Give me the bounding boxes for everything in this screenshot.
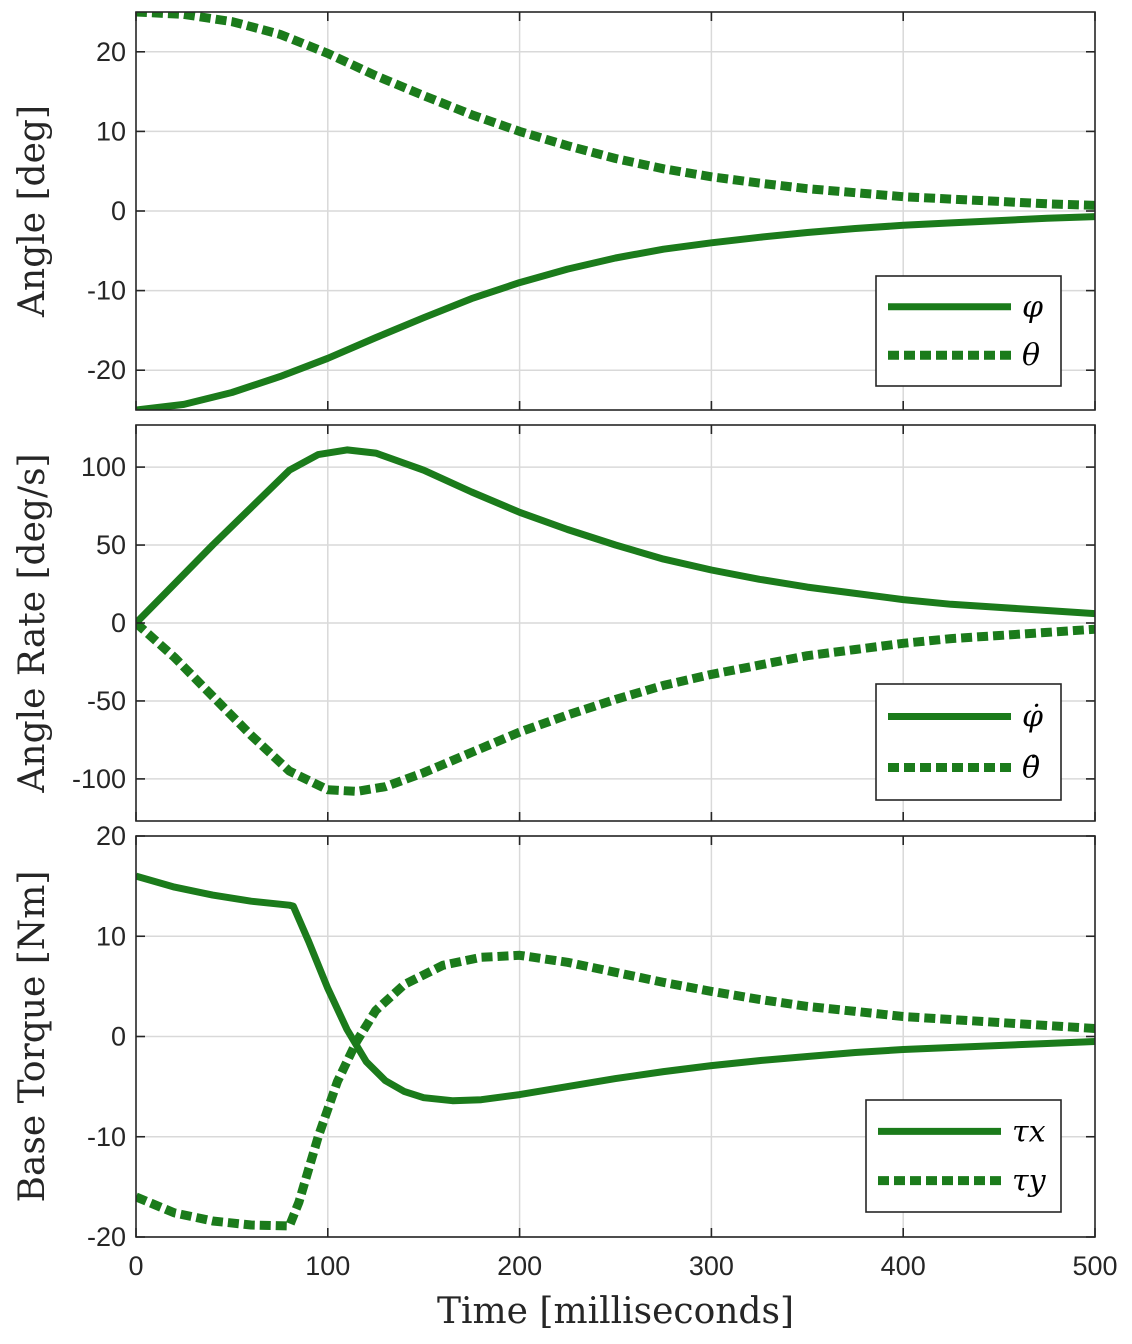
- y-tick-label: 10: [96, 921, 126, 951]
- x-tick-label: 400: [881, 1251, 926, 1281]
- y-tick-label: 0: [111, 196, 126, 226]
- series-line-solid: [136, 446, 1095, 626]
- y-tick-label: 20: [96, 37, 126, 67]
- y-tick-label: -10: [87, 276, 126, 306]
- y-axis-title: Angle [deg]: [12, 105, 53, 318]
- y-tick-label: 100: [81, 452, 126, 482]
- x-axis-title: Time [milliseconds]: [437, 1291, 794, 1332]
- series-line-solid: [136, 213, 1095, 410]
- legend-label: φ: [1022, 290, 1043, 325]
- y-tick-label: -100: [72, 764, 126, 794]
- y-tick-label: 20: [96, 821, 126, 851]
- series-line-dotted: [136, 619, 1095, 796]
- y-tick-label: 0: [111, 608, 126, 638]
- x-tick-label: 100: [305, 1251, 350, 1281]
- legend-box: [865, 1099, 1062, 1213]
- series-line-dotted: [136, 950, 1095, 1231]
- y-tick-label: -20: [87, 1222, 126, 1252]
- y-axis-title: Base Torque [Nm]: [12, 871, 53, 1203]
- panel-2: -100 -50 0 50 100 Angle Rate [deg/s] φ̇ θ̇: [12, 424, 1096, 822]
- legend-label: φ̇: [1022, 699, 1043, 734]
- legend-label: θ: [1022, 338, 1040, 373]
- panel-1: -20 -10 0 10 20 Angle [deg] φθ: [12, 11, 1096, 411]
- y-tick-label: 50: [96, 530, 126, 560]
- legend-box: [875, 275, 1062, 387]
- series-line-dotted: [136, 12, 1095, 210]
- x-tick-label: 300: [689, 1251, 734, 1281]
- y-axis-title: Angle Rate [deg/s]: [12, 453, 53, 793]
- legend-label: τx: [1012, 1114, 1046, 1149]
- y-tick-label: -10: [87, 1122, 126, 1152]
- legend-label: τy: [1012, 1164, 1047, 1199]
- x-tick-label: 0: [128, 1251, 143, 1281]
- y-tick-label: 10: [96, 116, 126, 146]
- legend: τx τy: [865, 1099, 1062, 1213]
- legend-box: [875, 683, 1062, 801]
- series-line-solid: [136, 872, 1095, 1105]
- legend-label: θ̇: [1022, 751, 1040, 786]
- x-tick-label: 500: [1072, 1251, 1117, 1281]
- y-tick-label: 0: [111, 1022, 126, 1052]
- x-tick-label: 200: [497, 1251, 542, 1281]
- legend: φ̇ θ̇: [875, 683, 1062, 801]
- y-tick-label: -50: [87, 686, 126, 716]
- y-tick-label: -20: [87, 355, 126, 385]
- legend: φθ: [875, 275, 1062, 387]
